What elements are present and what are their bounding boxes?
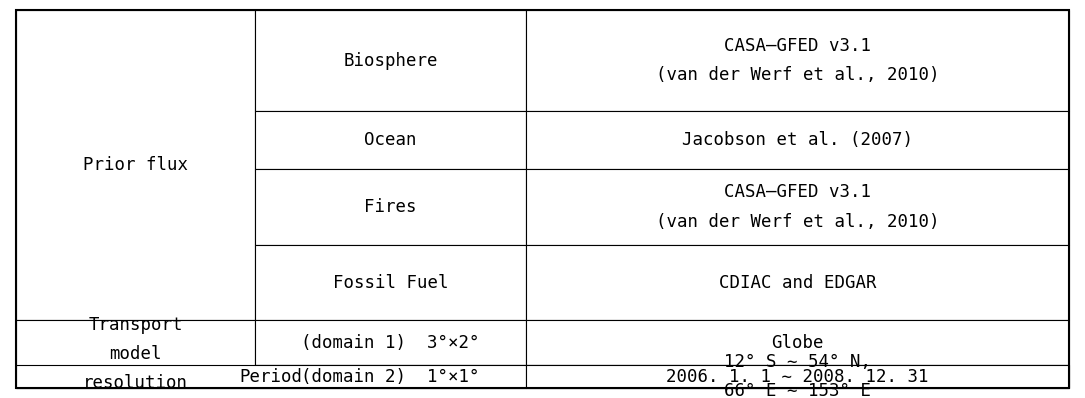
Bar (526, 169, 1069, 245)
Text: Globe: Globe (771, 334, 824, 352)
Text: Prior flux: Prior flux (84, 156, 188, 174)
Bar (255, 245, 526, 320)
Text: Biosphere: Biosphere (343, 52, 438, 70)
Bar (526, 245, 1069, 320)
Text: 12° S ∼ 54° N,
66° E ∼ 153° E: 12° S ∼ 54° N, 66° E ∼ 153° E (724, 353, 871, 398)
Bar (526, 111, 1069, 169)
Bar (255, 320, 526, 365)
Bar (255, 10, 526, 111)
Bar (16, 10, 255, 320)
Bar (16, 365, 526, 388)
Text: 2006. 1. 1 ∼ 2008. 12. 31: 2006. 1. 1 ∼ 2008. 12. 31 (666, 367, 929, 386)
Text: CDIAC and EDGAR: CDIAC and EDGAR (718, 273, 877, 292)
Text: Period: Period (240, 367, 303, 386)
Text: Jacobson et al. (2007): Jacobson et al. (2007) (682, 131, 912, 149)
Bar (526, 320, 1069, 365)
Text: (domain 1)  3°×2°: (domain 1) 3°×2° (302, 334, 480, 352)
Text: Fires: Fires (365, 198, 417, 216)
Text: CASA–GFED v3.1
(van der Werf et al., 2010): CASA–GFED v3.1 (van der Werf et al., 201… (655, 183, 940, 230)
Bar (255, 111, 526, 169)
Text: CASA–GFED v3.1
(van der Werf et al., 2010): CASA–GFED v3.1 (van der Werf et al., 201… (655, 37, 940, 84)
Bar (526, 365, 1069, 388)
Bar (255, 169, 526, 245)
Text: (domain 2)  1°×1°: (domain 2) 1°×1° (302, 367, 480, 386)
Bar (16, 320, 255, 388)
Bar (526, 10, 1069, 111)
Bar (255, 365, 526, 388)
Text: Transport
model
resolution: Transport model resolution (84, 316, 188, 392)
Text: Fossil Fuel: Fossil Fuel (333, 273, 448, 292)
Text: Ocean: Ocean (365, 131, 417, 149)
Bar (526, 365, 1069, 388)
